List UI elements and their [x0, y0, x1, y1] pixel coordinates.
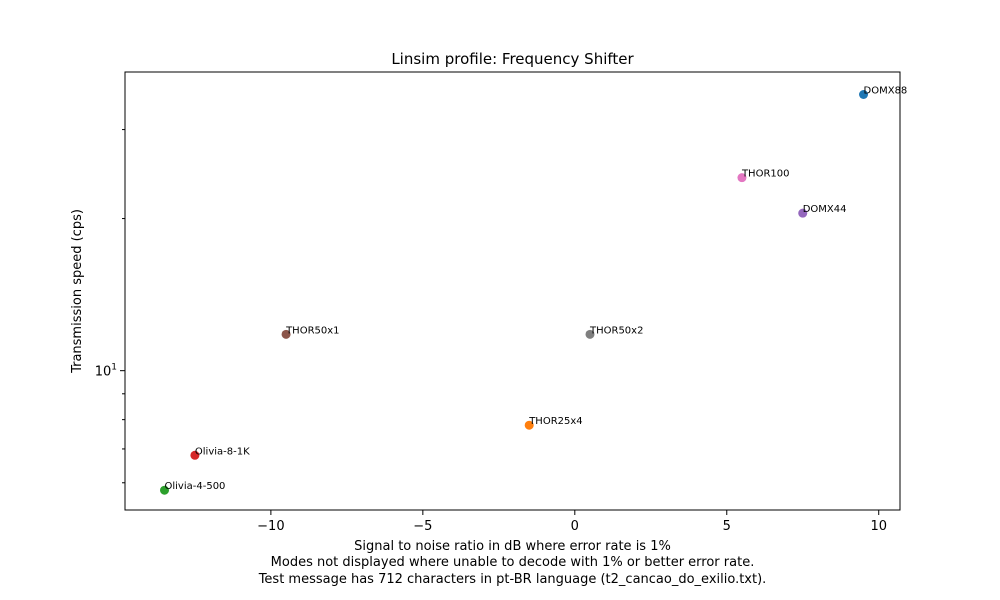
y-tick-label: 101: [95, 363, 117, 380]
y-axis-label: Transmission speed (cps): [70, 209, 85, 374]
data-point-thor25x4: [524, 420, 534, 430]
x-tick-label: 10: [870, 519, 887, 534]
x-tick-label: −5: [413, 519, 432, 534]
plot-area-frame: [124, 71, 901, 511]
points-layer: DOMX88 THOR25x4 Olivia-4-500 Olivia-8-1K DOM…: [160, 85, 908, 495]
data-point-thor100: [737, 173, 747, 183]
x-axis-label: Signal to noise ratio in dB where error …: [354, 539, 671, 554]
point-label-olivia-8-1k: Olivia-8-1K: [195, 446, 250, 457]
y-axis: 101: [95, 129, 125, 484]
data-point-thor50x2: [585, 329, 595, 339]
point-label-olivia-4-500: Olivia-4-500: [165, 481, 226, 492]
data-point-thor50x1: [281, 329, 291, 339]
data-point-domx88: [859, 89, 869, 99]
x-tick-label: 5: [723, 519, 731, 534]
x-tick-label: −10: [257, 519, 284, 534]
point-label-thor50x2: THOR50x2: [589, 325, 643, 336]
point-label-domx44: DOMX44: [803, 204, 847, 215]
chart-title: Linsim profile: Frequency Shifter: [391, 50, 634, 68]
data-point-olivia-8-1k: [190, 450, 200, 460]
data-point-domx44: [798, 208, 808, 218]
point-label-thor100: THOR100: [741, 169, 790, 180]
caption-line-1: Modes not displayed where unable to deco…: [271, 555, 755, 570]
point-label-thor50x1: THOR50x1: [285, 325, 339, 336]
point-label-thor25x4: THOR25x4: [528, 416, 582, 427]
data-point-olivia-4-500: [160, 485, 170, 495]
point-label-domx88: DOMX88: [864, 85, 908, 96]
x-axis: −10 −5 0 5 10: [257, 510, 887, 534]
x-tick-label: 0: [571, 519, 579, 534]
caption-line-2: Test message has 712 characters in pt-BR…: [258, 572, 767, 587]
